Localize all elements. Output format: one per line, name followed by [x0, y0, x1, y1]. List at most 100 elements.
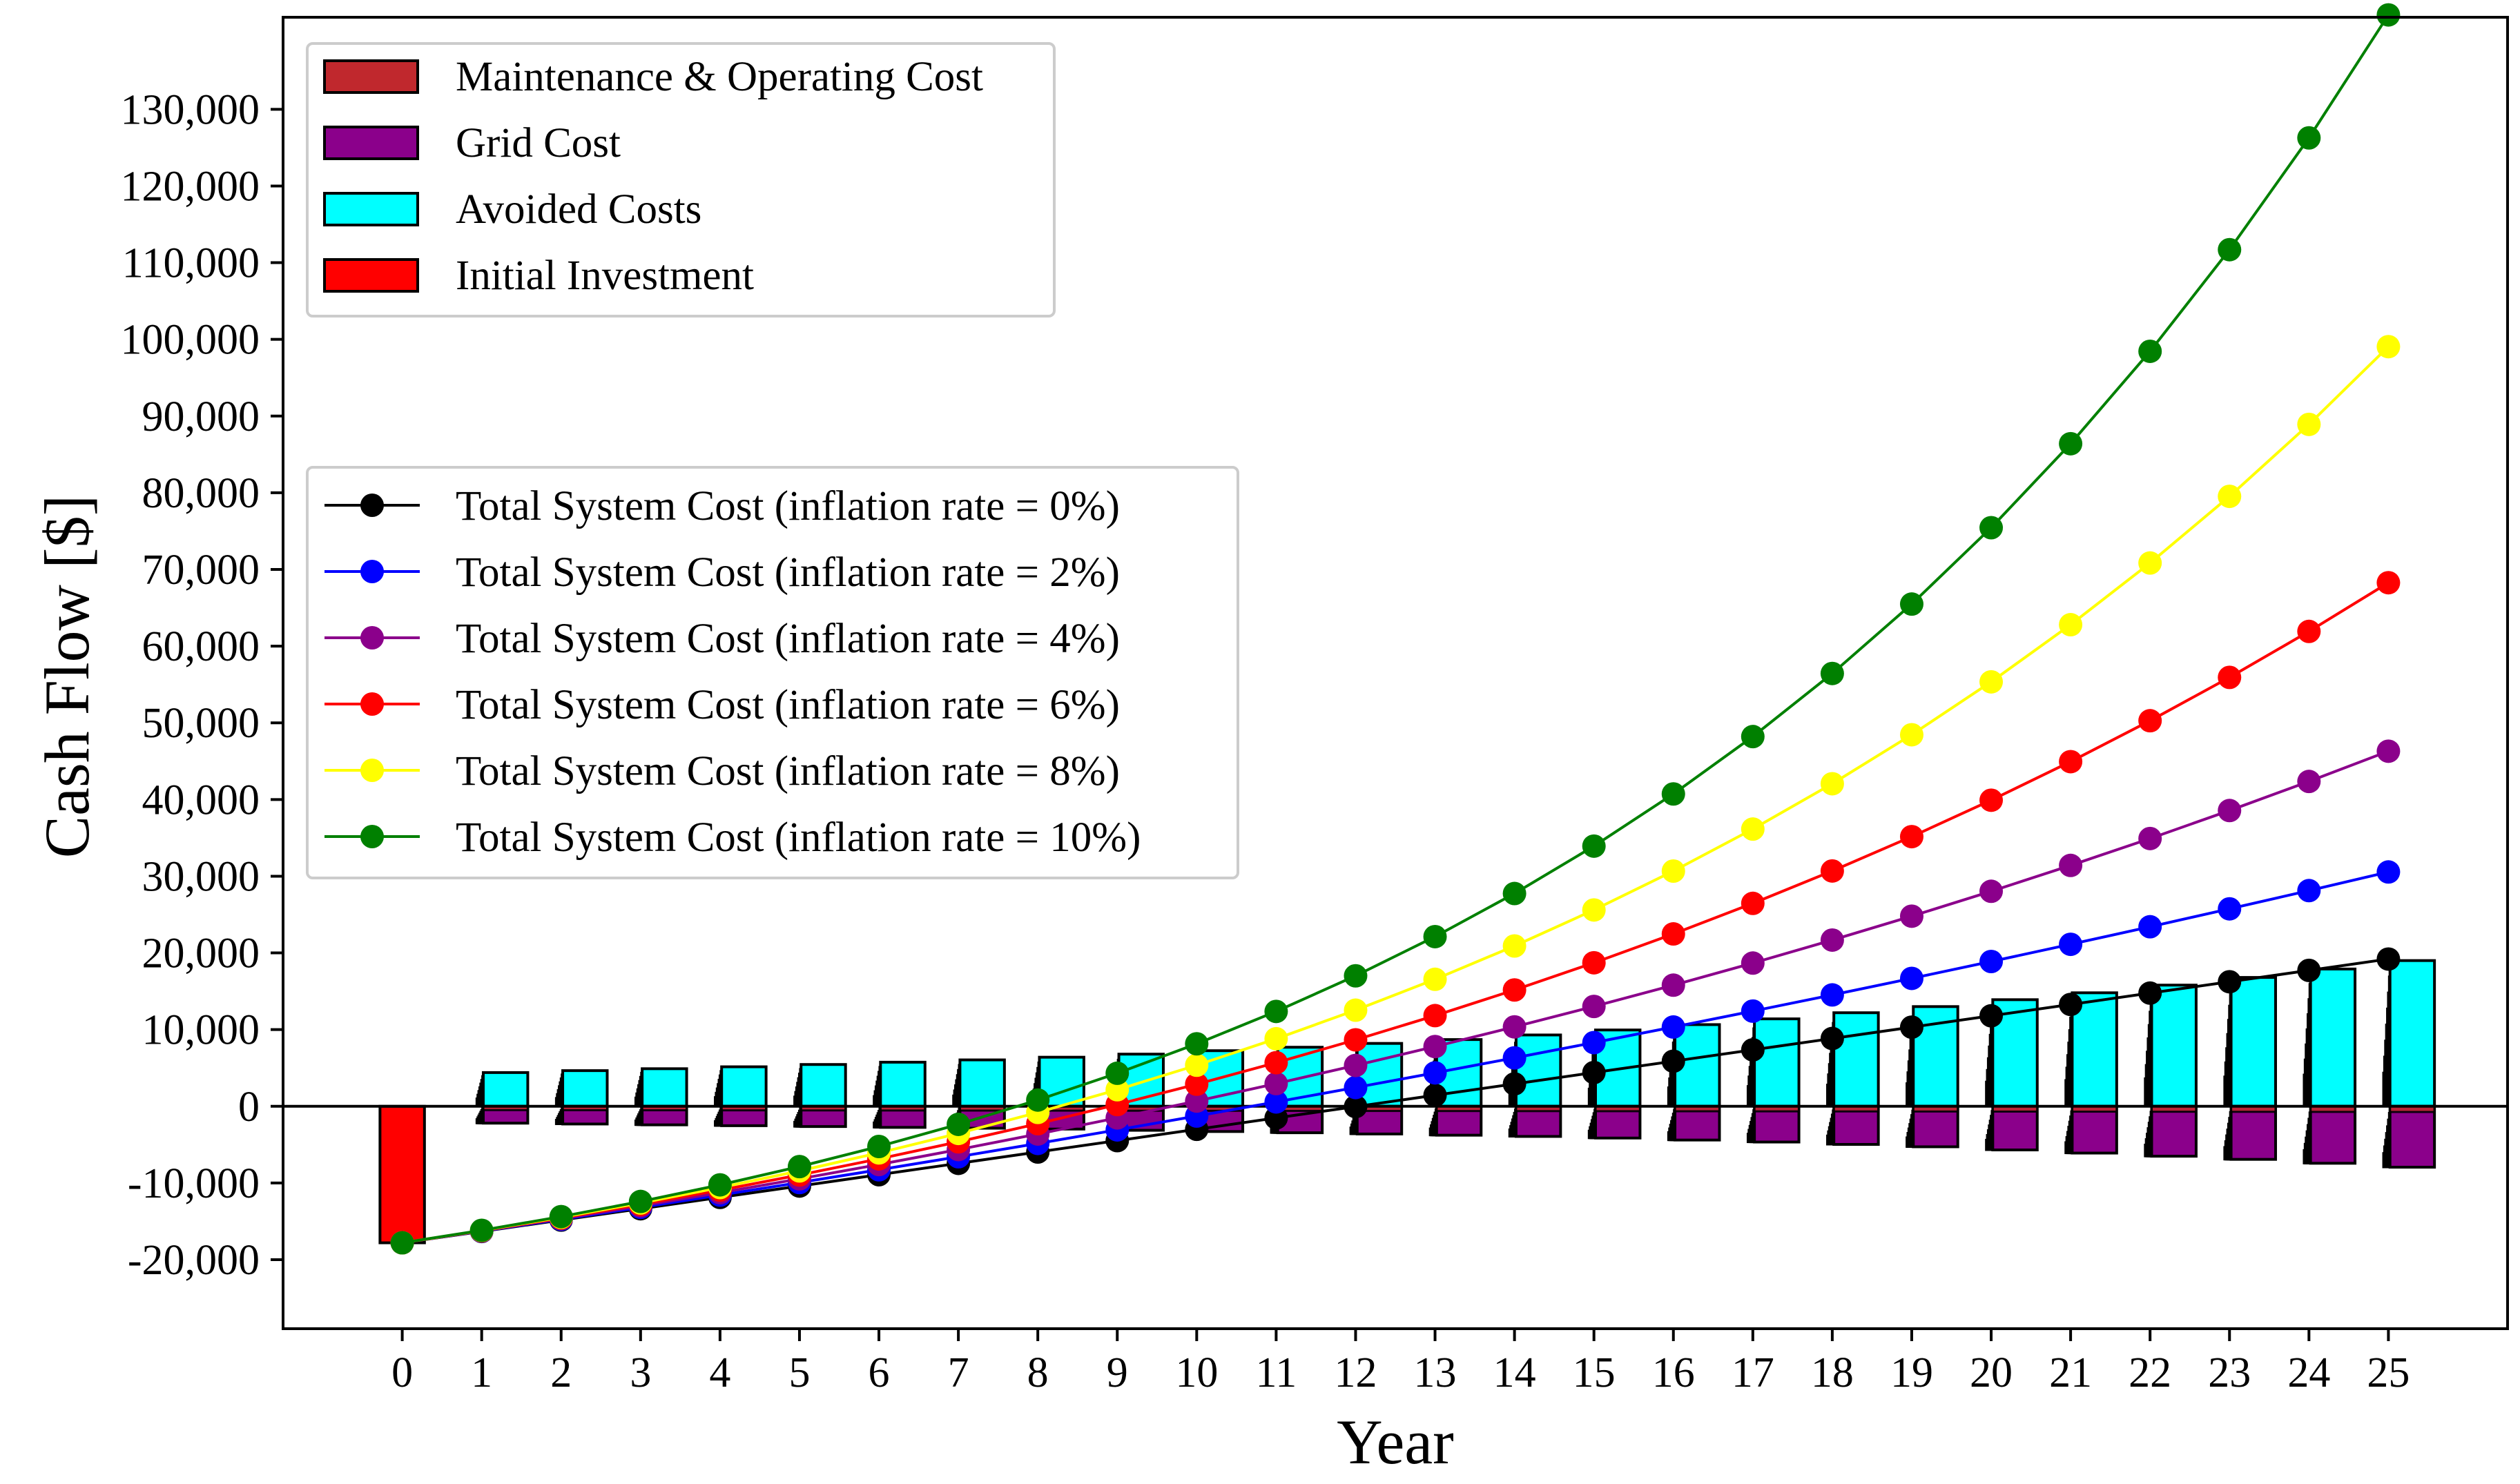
- line-legend: Total System Cost (inflation rate = 0%) T…: [306, 466, 1239, 879]
- series-point: [1661, 1049, 1685, 1073]
- y-tick-label: 110,000: [122, 240, 260, 287]
- series-point: [2059, 750, 2083, 774]
- series-point: [1185, 1072, 1209, 1096]
- legend-marker: [360, 759, 384, 782]
- x-tick-label: 17: [1732, 1349, 1774, 1396]
- series-point: [1264, 1051, 1288, 1075]
- series-point: [2138, 826, 2162, 850]
- series-point: [1820, 928, 1844, 952]
- series-point: [1185, 1089, 1209, 1113]
- series-point: [2138, 339, 2162, 363]
- x-tick-label: 19: [1890, 1349, 1933, 1396]
- series-point: [1582, 995, 1606, 1019]
- series-point: [1502, 881, 1526, 906]
- series-point: [1741, 725, 1765, 749]
- grid-cost-bar: [2229, 1104, 2277, 1161]
- series-point: [1185, 1032, 1209, 1056]
- x-tick-label: 4: [709, 1349, 730, 1396]
- x-tick-label: 15: [1573, 1349, 1616, 1396]
- series-point: [1344, 964, 1368, 988]
- series-point: [867, 1134, 891, 1158]
- grid-cost-bar: [2071, 1104, 2118, 1155]
- legend-marker: [360, 560, 384, 583]
- x-tick-label: 5: [788, 1349, 810, 1396]
- series-point: [1185, 1053, 1209, 1077]
- series-point: [1423, 967, 1447, 991]
- bar-legend: Maintenance & Operating Cost Grid Cost Avo…: [306, 42, 1056, 318]
- x-tick-label: 24: [2287, 1349, 2330, 1396]
- series-point: [2059, 853, 2083, 877]
- series-point: [1344, 1075, 1368, 1100]
- y-axis: -20,000 -10,000 0 10,000 20,000 30,000 40,000 5…: [121, 86, 283, 1284]
- avoided-cost-bar: [1832, 1011, 1880, 1108]
- series-point: [1741, 951, 1765, 975]
- series-line: [402, 957, 2389, 1244]
- series-point: [1264, 1090, 1288, 1114]
- series-line: [402, 870, 2389, 1244]
- series-point: [1979, 788, 2004, 812]
- series-point: [2059, 431, 2083, 456]
- y-tick-label: 10,000: [142, 1007, 260, 1054]
- series-point: [2376, 739, 2401, 763]
- avoided-cost-bar: [641, 1067, 688, 1108]
- legend-swatch: [323, 192, 419, 226]
- series-point: [1741, 1038, 1765, 1062]
- series-point: [1820, 983, 1844, 1007]
- x-tick-label: 2: [550, 1349, 572, 1396]
- series-point: [2218, 799, 2242, 823]
- legend-marker: [360, 825, 384, 848]
- series-line: [402, 14, 2390, 1244]
- y-tick-label: 50,000: [142, 700, 260, 747]
- series-point: [2297, 770, 2321, 794]
- series-point: [2297, 958, 2321, 982]
- series-point: [1344, 998, 1368, 1022]
- series-point: [1661, 922, 1685, 946]
- series-point: [787, 1155, 811, 1179]
- plot-frame: [282, 16, 2509, 1330]
- series-point: [628, 1189, 652, 1213]
- x-tick-label: 7: [948, 1349, 969, 1396]
- series-point: [1661, 859, 1685, 883]
- x-tick-label: 1: [471, 1349, 492, 1396]
- series-point: [1899, 966, 1923, 990]
- avoided-cost-bar: [958, 1058, 1006, 1108]
- y-tick-label: 60,000: [142, 623, 260, 670]
- y-tick-label: 30,000: [142, 853, 260, 900]
- series-point: [1105, 1077, 1130, 1102]
- series-point: [1423, 1004, 1447, 1028]
- avoided-cost-bar: [799, 1063, 847, 1108]
- legend-marker: [360, 494, 384, 517]
- legend-label: Total System Cost (inflation rate = 6%): [456, 682, 1120, 728]
- legend-label: Total System Cost (inflation rate = 8%): [456, 748, 1120, 794]
- series-line: [402, 345, 2390, 1244]
- y-tick-label: 20,000: [142, 930, 260, 977]
- series-point: [1741, 817, 1765, 841]
- series-point: [1820, 859, 1844, 883]
- series-point: [1661, 973, 1685, 997]
- series-point: [2218, 237, 2242, 262]
- x-tick-label: 3: [630, 1349, 651, 1396]
- legend-marker: [360, 692, 384, 716]
- series-point: [2297, 879, 2321, 903]
- series-point: [1502, 934, 1526, 958]
- legend-label: Total System Cost (inflation rate = 2%): [456, 549, 1120, 596]
- avoided-cost-bar: [561, 1069, 609, 1108]
- x-tick-label: 8: [1027, 1349, 1049, 1396]
- avoided-cost-bar: [2388, 959, 2436, 1108]
- x-axis-title: Year: [1337, 1407, 1454, 1477]
- x-tick-label: 22: [2129, 1349, 2171, 1396]
- y-tick-label: 130,000: [121, 86, 260, 133]
- series-point: [2059, 933, 2083, 957]
- series-point: [1582, 1031, 1606, 1055]
- x-tick-label: 23: [2208, 1349, 2251, 1396]
- x-tick-label: 0: [391, 1349, 413, 1396]
- series-point: [1661, 782, 1685, 806]
- legend-label: Total System Cost (inflation rate = 0%): [456, 483, 1120, 529]
- series-point: [2059, 613, 2083, 637]
- grid-cost-bar: [2309, 1104, 2357, 1165]
- avoided-cost-bar: [879, 1060, 927, 1108]
- grid-cost-bar: [2388, 1104, 2436, 1169]
- legend-label: Initial Investment: [456, 253, 754, 299]
- legend-swatch: [323, 258, 419, 293]
